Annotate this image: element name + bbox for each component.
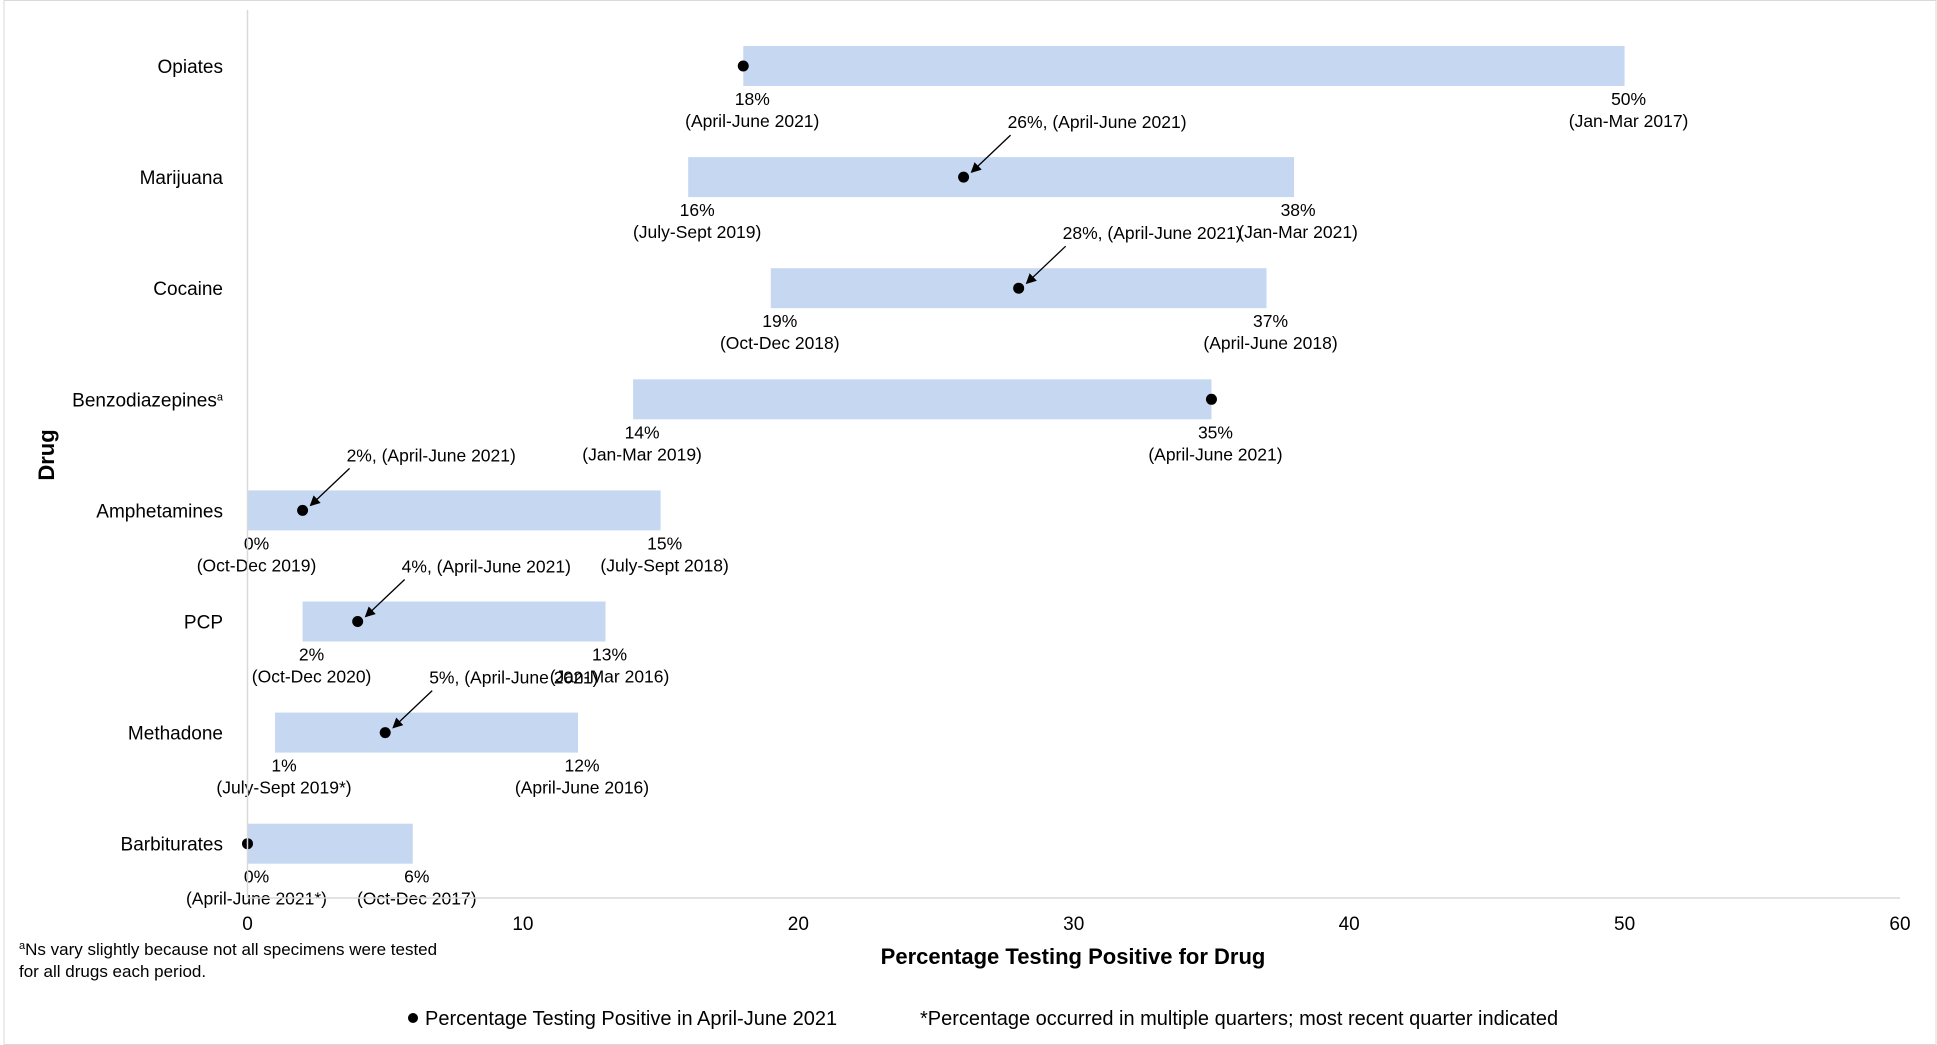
range-bar <box>247 823 413 864</box>
category-label: Opiates <box>158 57 223 78</box>
x-tick-label: 60 <box>1889 914 1910 935</box>
x-tick-label: 40 <box>1339 914 1360 935</box>
range-max-label: 35% <box>1198 422 1233 442</box>
callout-label: 28%, (April-June 2021) <box>1063 223 1242 243</box>
category-row: Amphetamines 0%(Oct-Dec 2019) 15%(July-Sep… <box>96 445 729 575</box>
range-max-label: 12% <box>564 756 599 776</box>
range-min-label: 14% <box>625 422 660 442</box>
range-bar <box>743 46 1625 86</box>
x-tick-label: 0 <box>242 914 253 935</box>
current-value-marker <box>1013 282 1025 294</box>
range-min-period: (July-Sept 2019) <box>633 222 761 242</box>
callout-arrow <box>1025 245 1067 285</box>
range-max-label: 13% <box>592 645 627 665</box>
range-min-period: (Oct-Dec 2018) <box>720 333 840 353</box>
range-max-label: 6% <box>404 867 429 887</box>
category-row: Opiates 18%(April-June 2021) 50%(Jan-Mar 2… <box>158 46 1689 131</box>
range-max-period: (Jan-Mar 2021) <box>1238 222 1358 242</box>
category-label: Amphetamines <box>96 501 223 522</box>
range-bar <box>275 712 578 753</box>
range-bar <box>633 379 1212 420</box>
footnote-line-1: Ns vary slightly because not all specime… <box>25 940 437 959</box>
callout-label: 26%, (April-June 2021) <box>1008 112 1187 132</box>
legend-asterisk-note: *Percentage occurred in multiple quarter… <box>920 1008 1558 1030</box>
range-max-period: (April-June 2016) <box>515 778 649 798</box>
range-bar <box>302 601 606 642</box>
footnote: aNs vary slightly because not all specim… <box>19 940 437 981</box>
range-min-period: (Oct-Dec 2019) <box>197 555 317 575</box>
range-min-label: 1% <box>271 756 296 776</box>
current-value-marker <box>958 171 970 183</box>
range-max-label: 50% <box>1611 89 1646 109</box>
range-max-period: (April-June 2018) <box>1203 333 1337 353</box>
category-label: PCP <box>184 613 223 634</box>
callout-label: 4%, (April-June 2021) <box>402 557 571 577</box>
x-tick-label: 50 <box>1614 914 1635 935</box>
range-max-period: (July-Sept 2018) <box>600 555 728 575</box>
range-min-period: (April-June 2021) <box>685 111 819 131</box>
range-min-period: (Jan-Mar 2019) <box>582 444 702 464</box>
range-max-period: (April-June 2021) <box>1148 444 1282 464</box>
range-min-period: (July-Sept 2019*) <box>216 778 351 798</box>
current-value-marker <box>352 616 364 627</box>
legend-dot-label: Percentage Testing Positive in April-Jun… <box>425 1008 837 1030</box>
category-row: Marijuana 16%(July-Sept 2019) 38%(Jan-Mar … <box>140 112 1358 242</box>
svg-text:aNs vary slightly because not: aNs vary slightly because not all specim… <box>19 940 437 959</box>
legend-dot-marker <box>408 1013 418 1023</box>
range-min-label: 19% <box>762 311 797 331</box>
callout-arrow <box>364 579 406 618</box>
range-bar <box>247 490 661 531</box>
range-max-label: 38% <box>1281 200 1316 220</box>
footnote-marker: a <box>19 940 26 952</box>
category-label: Methadone <box>128 724 223 745</box>
range-max-period: (Jan-Mar 2016) <box>550 667 670 687</box>
callout-label: 2%, (April-June 2021) <box>347 445 516 465</box>
range-min-label: 0% <box>244 867 269 887</box>
range-max-period: (Jan-Mar 2017) <box>1569 111 1689 131</box>
range-max-label: 15% <box>647 533 682 553</box>
x-tick-label: 10 <box>512 914 533 935</box>
current-value-marker <box>737 60 749 72</box>
y-axis-title: Drug <box>34 429 59 480</box>
category-label: Marijuana <box>140 168 224 189</box>
callout-arrow <box>970 134 1012 173</box>
current-value-marker <box>379 727 391 739</box>
category-label: Barbiturates <box>121 835 223 856</box>
callout-arrow <box>392 690 433 729</box>
category-row: Methadone 1%(July-Sept 2019*) 12%(April-Ju… <box>128 668 649 798</box>
range-max-label: 37% <box>1253 311 1288 331</box>
footnote-line-2: for all drugs each period. <box>19 962 206 981</box>
category-row: PCP 2%(Oct-Dec 2020) 13%(Jan-Mar 2016) 4%, … <box>184 557 669 687</box>
callout-label: 5%, (April-June 2021) <box>429 668 598 688</box>
range-bar <box>688 157 1295 198</box>
range-min-label: 2% <box>299 645 324 665</box>
current-value-marker <box>1205 393 1217 405</box>
x-tick-label: 20 <box>788 914 809 935</box>
x-tick-labels: 0 10 20 30 40 50 60 <box>242 914 1910 935</box>
category-label: Cocaine <box>153 279 223 300</box>
category-row: Benzodiazepinesa 14%(Jan-Mar 2019) 35%(Apr… <box>72 379 1283 464</box>
category-row: Cocaine 19%(Oct-Dec 2018) 37%(April-June 2… <box>153 223 1337 353</box>
range-min-label: 16% <box>680 200 715 220</box>
current-value-marker <box>297 504 309 516</box>
range-min-period: (Oct-Dec 2020) <box>252 667 372 687</box>
callout-arrow <box>309 467 351 507</box>
category-label: Benzodiazepinesa <box>72 390 224 411</box>
x-tick-label: 30 <box>1063 914 1084 935</box>
range-min-label: 18% <box>735 89 770 109</box>
range-min-label: 0% <box>244 533 269 553</box>
x-axis-title: Percentage Testing Positive for Drug <box>881 944 1266 969</box>
legend: Percentage Testing Positive in April-Jun… <box>408 1008 1558 1030</box>
